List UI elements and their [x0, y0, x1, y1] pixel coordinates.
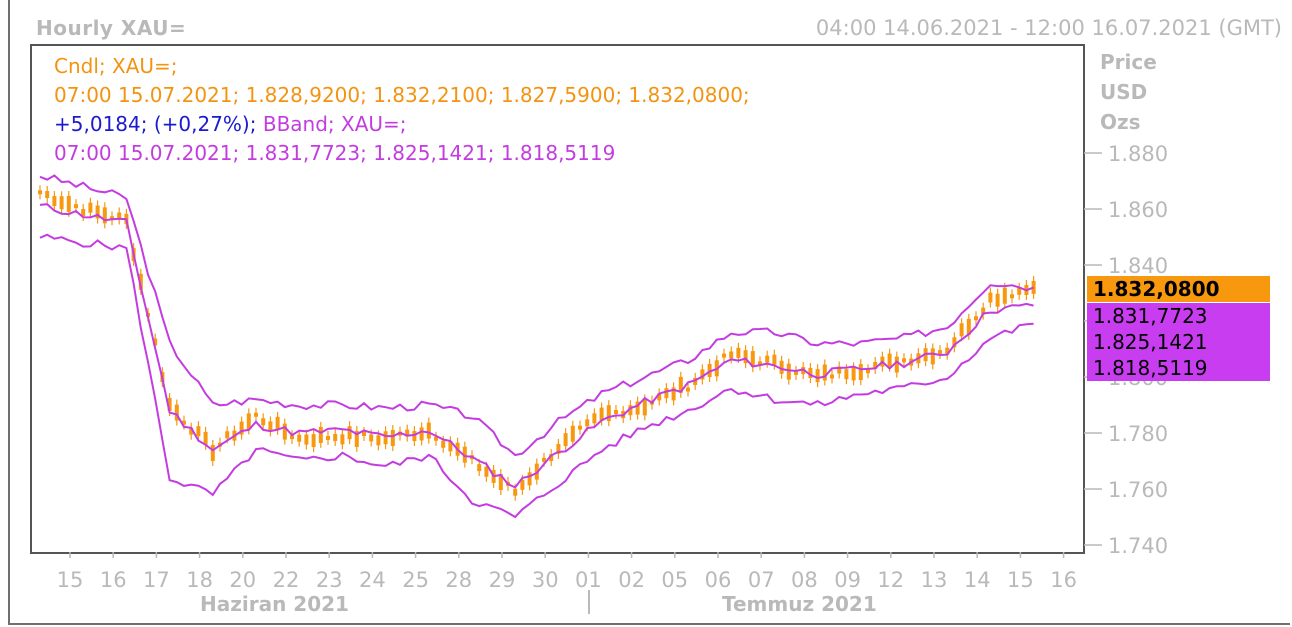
legend-candle-title: Cndl; XAU=; [54, 54, 178, 78]
x-tick-label: 15 [57, 568, 84, 592]
x-tick-label: 17 [143, 568, 170, 592]
plot-area[interactable] [30, 44, 1085, 554]
x-tick-label: 25 [402, 568, 429, 592]
y-tick-label: 1.880 [1108, 142, 1168, 166]
bband-upper-line [39, 174, 1034, 457]
x-tick-label: 24 [359, 568, 386, 592]
bband-mid-line [39, 203, 1034, 489]
x-tick-label: 14 [964, 568, 991, 592]
axis-unit-currency: USD [1100, 80, 1148, 104]
x-tick-label: 08 [791, 568, 818, 592]
x-tick-label: 06 [705, 568, 732, 592]
x-tick-label: 13 [921, 568, 948, 592]
chart-frame [8, 0, 1290, 625]
legend-change: +5,0184; (+0,27%); [54, 112, 257, 136]
x-tick-label: 09 [834, 568, 861, 592]
x-tick-label: 30 [532, 568, 559, 592]
y-tick-label: 1.840 [1108, 254, 1168, 278]
legend-bband-values: 07:00 15.07.2021; 1.831,7723; 1.825,1421… [54, 141, 616, 165]
bband-lower-line [39, 233, 1034, 519]
y-tick-label: 1.760 [1108, 478, 1168, 502]
x-tick-label: 12 [877, 568, 904, 592]
x-tick-label: 05 [661, 568, 688, 592]
y-tick-label: 1.740 [1108, 534, 1168, 558]
x-tick-label: 02 [618, 568, 645, 592]
x-tick-label: 22 [273, 568, 300, 592]
axis-unit-ozs: Ozs [1100, 110, 1141, 134]
legend-bband-title: BBand; XAU=; [262, 112, 407, 136]
bband-upper-tag: 1.831,7723 [1087, 303, 1270, 329]
legend-candle-values: 07:00 15.07.2021; 1.828,9200; 1.832,2100… [54, 83, 750, 107]
close-price-tag: 1.832,0800 [1087, 276, 1270, 302]
x-tick-label: 20 [229, 568, 256, 592]
bband-mid-tag: 1.825,1421 [1087, 329, 1270, 355]
x-tick-label: 07 [748, 568, 775, 592]
month-label-june: Haziran 2021 [200, 592, 349, 616]
x-tick-label: 28 [445, 568, 472, 592]
y-tick-label: 1.780 [1108, 422, 1168, 446]
axis-unit-price: Price [1100, 50, 1157, 74]
x-tick-label: 29 [489, 568, 516, 592]
month-label-july: Temmuz 2021 [722, 592, 877, 616]
y-tick-label: 1.860 [1108, 198, 1168, 222]
chart-title: Hourly XAU= [36, 16, 187, 40]
month-separator [588, 590, 590, 614]
x-tick-label: 01 [575, 568, 602, 592]
x-tick-label: 23 [316, 568, 343, 592]
x-tick-label: 18 [186, 568, 213, 592]
legend: Cndl; XAU=; 07:00 15.07.2021; 1.828,9200… [54, 52, 750, 168]
date-range: 04:00 14.06.2021 - 12:00 16.07.2021 (GMT… [815, 16, 1282, 40]
x-tick-label: 16 [1050, 568, 1077, 592]
x-tick-label: 16 [100, 568, 127, 592]
bband-lower-tag: 1.818,5119 [1087, 355, 1270, 381]
x-tick-label: 15 [1007, 568, 1034, 592]
